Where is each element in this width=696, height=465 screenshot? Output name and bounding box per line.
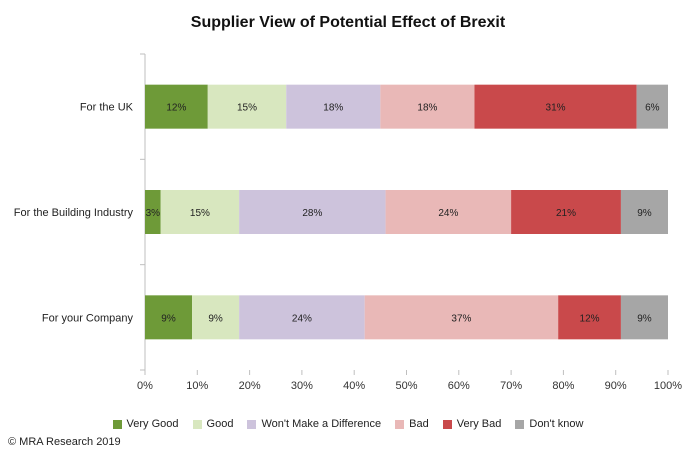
x-tick-label: 60% — [448, 380, 470, 392]
chart-title: Supplier View of Potential Effect of Bre… — [190, 14, 506, 31]
legend-item: Won't Make a Difference — [247, 418, 381, 430]
x-tick-label: 20% — [239, 380, 261, 392]
bar-segment — [636, 84, 668, 129]
data-label: 31% — [546, 103, 566, 114]
data-label: 12% — [580, 313, 600, 324]
x-tick-label: 50% — [395, 380, 417, 392]
x-tick-label: 80% — [552, 380, 574, 392]
bar-segment — [207, 84, 287, 129]
legend-item: Good — [192, 418, 234, 430]
data-label: 9% — [208, 313, 223, 324]
legend-label: Good — [206, 418, 234, 430]
legend-item: Bad — [395, 418, 429, 430]
legend-label: Won't Make a Difference — [261, 418, 382, 430]
legend-swatch — [192, 419, 202, 429]
legend-item: Very Good — [112, 418, 179, 430]
bar-segment — [145, 295, 193, 340]
bar-segment — [511, 190, 621, 234]
data-label: 15% — [237, 103, 257, 114]
bar-segment — [474, 84, 637, 129]
category-label: For the Building Industry — [14, 207, 134, 219]
legend-swatch — [515, 419, 525, 429]
data-label: 24% — [438, 208, 458, 219]
bar-segment — [145, 84, 208, 129]
data-label: 18% — [323, 103, 343, 114]
bar-segment — [239, 295, 365, 340]
copyright-credit: © MRA Research 2019 — [8, 436, 121, 448]
bar-segment — [385, 190, 512, 234]
legend-item: Very Bad — [442, 418, 502, 430]
legend-label: Very Good — [126, 418, 179, 430]
bar-segment — [620, 190, 668, 234]
category-label: For the UK — [80, 102, 134, 114]
bar-segment — [364, 295, 559, 340]
legend-swatch — [395, 419, 405, 429]
data-label: 15% — [190, 208, 210, 219]
legend-swatch — [247, 419, 257, 429]
legend-swatch — [442, 419, 452, 429]
x-tick-label: 100% — [654, 380, 682, 392]
data-label: 9% — [637, 208, 652, 219]
data-label: 37% — [451, 313, 471, 324]
legend-label: Don't know — [529, 418, 584, 430]
legend-label: Bad — [409, 418, 429, 430]
bar-segment — [380, 84, 475, 129]
bar-segment — [239, 190, 386, 234]
x-tick-label: 30% — [291, 380, 313, 392]
data-label: 9% — [637, 313, 652, 324]
x-tick-label: 40% — [343, 380, 365, 392]
bar-segment — [160, 190, 240, 234]
data-label: 6% — [645, 103, 660, 114]
data-label: 9% — [161, 313, 176, 324]
legend-swatch — [112, 419, 122, 429]
x-tick-label: 90% — [605, 380, 627, 392]
legend-label: Very Bad — [456, 418, 502, 430]
data-label: 21% — [556, 208, 576, 219]
data-label: 28% — [302, 208, 322, 219]
data-label: 24% — [292, 313, 312, 324]
legend-item: Don't know — [515, 418, 583, 430]
category-label: For your Company — [42, 312, 134, 324]
bar-segment — [145, 190, 161, 234]
bar-segment — [558, 295, 621, 340]
data-label: 12% — [166, 103, 186, 114]
data-label: 18% — [417, 103, 437, 114]
x-tick-label: 0% — [137, 380, 153, 392]
x-tick-label: 70% — [500, 380, 522, 392]
data-label: 3% — [146, 208, 161, 219]
bar-segment — [286, 84, 381, 129]
x-tick-label: 10% — [186, 380, 208, 392]
bar-segment — [192, 295, 240, 340]
bar-segment — [620, 295, 668, 340]
chart-legend: Very Good Good Won't Make a Difference Bad V… — [0, 418, 696, 430]
